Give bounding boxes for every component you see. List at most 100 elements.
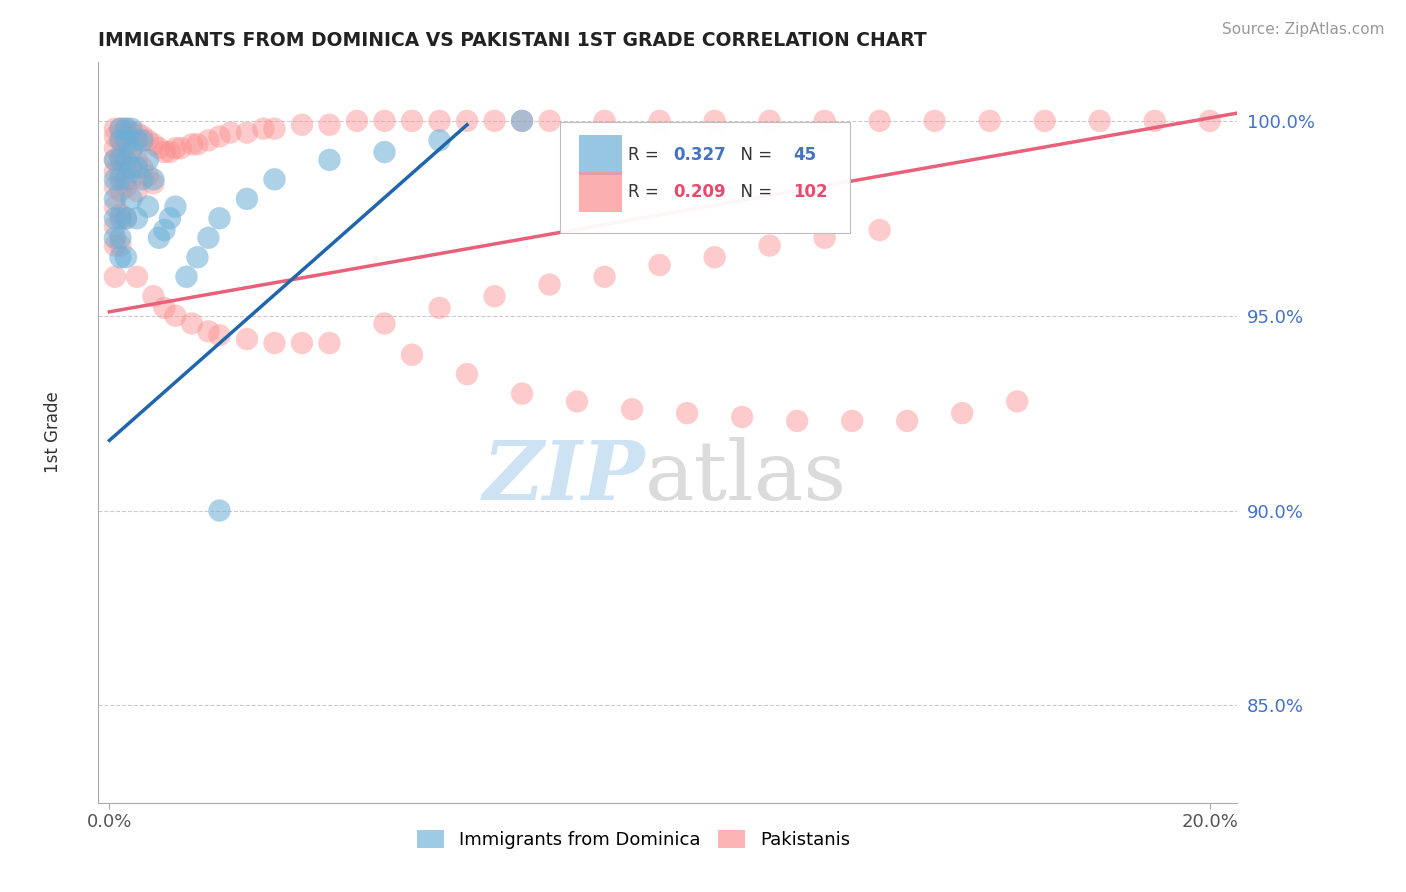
Point <box>950 406 973 420</box>
Point <box>110 121 132 136</box>
Point <box>1143 114 1166 128</box>
Point <box>148 141 170 155</box>
Point <box>136 200 159 214</box>
Point <box>120 161 142 175</box>
Text: 0.209: 0.209 <box>673 183 725 201</box>
Point <box>181 137 204 152</box>
Point <box>648 258 671 272</box>
Point <box>373 114 395 128</box>
FancyBboxPatch shape <box>560 121 851 233</box>
Point <box>429 133 451 147</box>
Point <box>208 211 231 226</box>
Text: 102: 102 <box>793 183 828 201</box>
Point <box>703 114 725 128</box>
Point <box>110 149 132 163</box>
Point <box>869 223 891 237</box>
Point <box>1088 114 1111 128</box>
Point <box>115 250 138 264</box>
Point <box>346 114 368 128</box>
Point <box>373 145 395 159</box>
Point <box>318 336 340 351</box>
Point <box>186 137 208 152</box>
Point <box>429 301 451 315</box>
Text: R =: R = <box>628 183 664 201</box>
Point <box>841 414 863 428</box>
Point <box>165 200 187 214</box>
Text: N =: N = <box>731 183 778 201</box>
Point <box>1033 114 1056 128</box>
Point <box>104 121 127 136</box>
Point <box>142 172 165 186</box>
Point <box>456 114 478 128</box>
Point <box>291 336 314 351</box>
Point <box>814 231 837 245</box>
Point <box>125 153 148 167</box>
Point <box>120 126 142 140</box>
Point <box>104 141 127 155</box>
Point <box>1005 394 1028 409</box>
Point <box>110 207 132 221</box>
Point <box>170 141 193 155</box>
Point <box>979 114 1001 128</box>
Point <box>165 141 187 155</box>
Point <box>104 192 127 206</box>
Point <box>510 114 533 128</box>
Point <box>236 192 259 206</box>
Point <box>125 161 148 175</box>
Point <box>896 414 918 428</box>
Point <box>115 211 138 226</box>
Point <box>115 121 138 136</box>
Point <box>263 336 285 351</box>
Point <box>115 180 138 194</box>
Point <box>159 145 181 159</box>
Point <box>136 133 159 147</box>
Point <box>484 114 506 128</box>
Point <box>153 223 176 237</box>
Point <box>219 126 242 140</box>
Point <box>401 114 423 128</box>
Point <box>291 118 314 132</box>
FancyBboxPatch shape <box>579 135 623 176</box>
Point <box>165 309 187 323</box>
Text: 45: 45 <box>793 146 817 164</box>
Point <box>115 211 138 226</box>
Point <box>110 250 132 264</box>
Point <box>104 172 127 186</box>
Point <box>110 133 132 147</box>
Point <box>104 129 127 144</box>
Point <box>115 121 138 136</box>
Point <box>104 164 127 178</box>
Point <box>252 121 274 136</box>
Point <box>104 211 127 226</box>
Point <box>120 172 142 186</box>
Point <box>104 200 127 214</box>
Point <box>510 114 533 128</box>
Point <box>1198 114 1220 128</box>
Point <box>263 121 285 136</box>
Point <box>115 133 138 147</box>
Point <box>869 114 891 128</box>
Point <box>456 367 478 381</box>
Point <box>142 176 165 190</box>
Point <box>703 250 725 264</box>
Text: ZIP: ZIP <box>482 437 645 517</box>
Text: Source: ZipAtlas.com: Source: ZipAtlas.com <box>1222 22 1385 37</box>
Point <box>373 317 395 331</box>
Point <box>197 324 219 338</box>
Point <box>110 133 132 147</box>
Point <box>648 114 671 128</box>
Point <box>136 169 159 183</box>
Point <box>104 231 127 245</box>
Point <box>565 394 588 409</box>
Point <box>510 386 533 401</box>
Text: 0.327: 0.327 <box>673 146 727 164</box>
Point <box>142 137 165 152</box>
Point <box>186 250 208 264</box>
Point <box>814 114 837 128</box>
Point <box>104 269 127 284</box>
Point <box>197 231 219 245</box>
Point <box>125 126 148 140</box>
FancyBboxPatch shape <box>579 171 623 212</box>
Point <box>538 277 561 292</box>
Point <box>110 238 132 252</box>
